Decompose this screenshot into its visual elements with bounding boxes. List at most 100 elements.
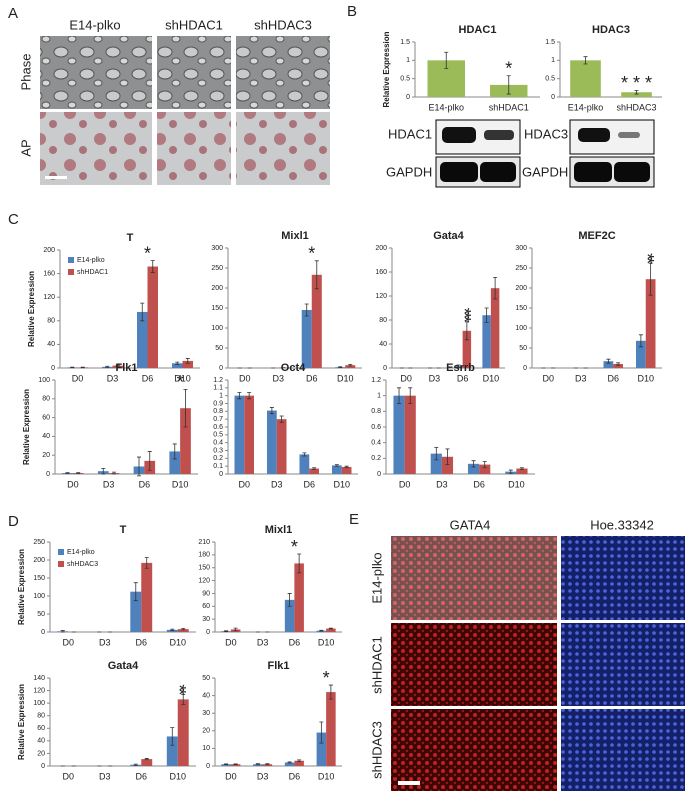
ap-image	[236, 112, 330, 185]
y-tick-label: 150	[211, 305, 223, 312]
chart-title: HDAC1	[459, 24, 497, 36]
y-tick-label: 100	[33, 700, 45, 707]
phase-image	[157, 36, 231, 109]
legend-label: shHDAC3	[67, 561, 98, 568]
significance: *	[323, 668, 330, 688]
significance: *	[177, 372, 184, 392]
y-tick-label: 0	[383, 365, 387, 372]
y-tick-label: 1.2	[371, 377, 381, 384]
blot-band	[574, 162, 612, 182]
blot-band	[484, 130, 514, 140]
fluorescence-image	[391, 536, 557, 620]
column-label: shHDAC3	[254, 17, 312, 32]
chart-title: Mixl1	[281, 230, 309, 242]
y-tick-label: 1	[406, 57, 410, 64]
x-tick-label: D6	[135, 637, 147, 647]
y-tick-label: 20	[42, 452, 50, 459]
x-tick-label: E14-plko	[428, 102, 464, 112]
y-tick-label: 200	[211, 285, 223, 292]
y-tick-label: 120	[375, 293, 387, 300]
y-axis-label: Relative Expression	[382, 31, 391, 107]
row-label: AP	[18, 139, 33, 156]
error-bar	[81, 367, 85, 368]
y-tick-label: 180	[198, 552, 210, 559]
panel-letter: B	[347, 3, 357, 20]
significance: *	[308, 244, 315, 264]
y-tick-label: 0.9	[213, 400, 223, 407]
y-tick-label: 0.5	[400, 76, 410, 83]
y-tick-label: 300	[211, 245, 223, 252]
legend-swatch	[58, 561, 64, 567]
x-tick-label: D6	[135, 771, 147, 781]
x-tick-label: D6	[289, 771, 301, 781]
x-tick-label: D3	[436, 479, 448, 489]
y-tick-label: 10	[202, 745, 210, 752]
error-bar	[224, 764, 228, 765]
y-tick-label: 40	[202, 692, 210, 699]
x-tick-label: D3	[107, 373, 119, 383]
y-tick-label: 150	[198, 565, 210, 572]
significance: *	[505, 58, 512, 78]
y-axis-label: Relative Expression	[17, 684, 26, 760]
y-tick-label: 50	[215, 345, 223, 352]
x-tick-label: E14-plko	[568, 102, 604, 112]
x-tick-label: D0	[62, 771, 74, 781]
panel-letter: D	[8, 513, 19, 530]
bar	[393, 396, 404, 474]
x-tick-label: D10	[483, 373, 500, 383]
error-bar	[234, 764, 238, 765]
bar	[491, 288, 499, 368]
significance: **	[637, 253, 657, 264]
legend-label: E14-plko	[67, 549, 95, 556]
blot-band	[480, 162, 516, 182]
y-tick-label: 0	[41, 763, 45, 770]
y-tick-label: 1.5	[400, 39, 410, 46]
chart-title: Mixl1	[265, 524, 293, 536]
blot-label: HDAC3	[524, 126, 568, 141]
x-tick-label: D3	[99, 637, 111, 647]
y-tick-label: 120	[198, 577, 210, 584]
y-tick-label: 40	[379, 341, 387, 348]
y-tick-label: 60	[42, 414, 50, 421]
significance: *	[144, 243, 151, 263]
y-tick-label: 30	[202, 710, 210, 717]
y-tick-label: 160	[375, 269, 387, 276]
error-bar	[134, 764, 138, 765]
legend-swatch	[58, 549, 64, 555]
y-tick-label: 120	[33, 687, 45, 694]
x-tick-label: shHDAC3	[616, 102, 656, 112]
x-tick-label: D10	[172, 479, 189, 489]
panel-e: GATA4 Hoe.33342 E14-plko shHDAC1 shHDAC3	[369, 517, 685, 791]
bar	[244, 396, 254, 474]
chart-title: Gata4	[108, 660, 139, 672]
x-tick-label: D6	[473, 479, 485, 489]
bar	[141, 759, 152, 766]
x-tick-label: D10	[318, 771, 335, 781]
y-axis-label: Relative Expression	[27, 271, 36, 347]
y-tick-label: 250	[515, 265, 527, 272]
row-label: shHDAC1	[369, 636, 384, 694]
x-tick-label: D3	[103, 479, 115, 489]
x-tick-label: D0	[239, 373, 251, 383]
legend-label: shHDAC1	[77, 269, 108, 276]
y-axis-label: Relative Expression	[22, 389, 31, 465]
phase-image	[236, 36, 330, 109]
y-tick-label: 90	[202, 590, 210, 597]
x-tick-label: D0	[225, 771, 237, 781]
chart-title: T	[127, 232, 134, 244]
y-tick-label: 1.1	[213, 385, 223, 392]
y-tick-label: 80	[37, 713, 45, 720]
bar	[235, 396, 245, 474]
y-tick-label: 0	[219, 365, 223, 372]
y-tick-label: 0.2	[371, 455, 381, 462]
blot-band	[618, 132, 640, 138]
y-tick-label: 250	[211, 265, 223, 272]
legend-swatch	[68, 269, 74, 275]
y-tick-label: 0	[51, 365, 55, 372]
significance: ***	[454, 308, 474, 323]
x-tick-label: D10	[169, 637, 186, 647]
y-tick-label: 50	[202, 675, 210, 682]
column-label: GATA4	[450, 517, 491, 532]
y-tick-label: 0.4	[213, 440, 223, 447]
panel-letter: C	[8, 211, 19, 228]
